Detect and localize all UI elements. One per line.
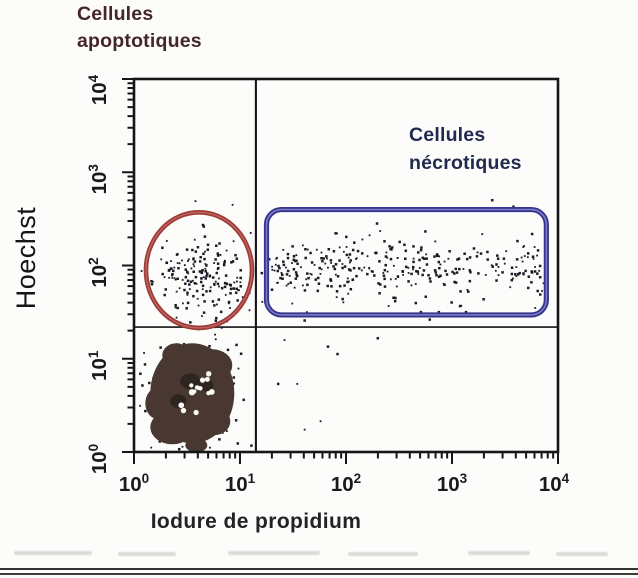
bottom-rule-top [0,568,638,570]
necrotic-label-line2: nécrotiques [409,152,522,174]
necrotic-gate-rect [263,206,549,318]
svg-text:101: 101 [86,350,111,381]
apoptotic-label-line1: Cellules [77,3,154,25]
svg-text:100: 100 [119,471,149,496]
y-axis-label: Hoechst [11,206,41,310]
apoptotic-label-line2: apoptotiques [77,30,202,52]
svg-text:103: 103 [86,164,111,195]
svg-text:102: 102 [331,471,361,496]
bottom-rule-bottom [0,573,638,575]
necrotic-gate-rect-highlight [265,208,548,316]
live-cells-blob [145,343,235,453]
svg-text:103: 103 [437,471,468,496]
svg-text:101: 101 [225,471,256,496]
necrotic-cells-label: Cellules nécrotiques [409,121,522,177]
gate-regions [143,206,549,331]
x-axis-label: Iodure de propidium [150,510,362,533]
svg-text:102: 102 [86,257,111,287]
apoptotic-gate-ellipse-highlight [145,211,253,329]
axes-frame [122,77,560,464]
svg-text:104: 104 [539,471,570,496]
svg-text:104: 104 [86,74,111,105]
svg-text:100: 100 [86,444,111,474]
apoptotic-cells-label: Cellules apoptotiques [77,1,202,55]
necrotic-label-line1: Cellules [409,124,486,146]
tick-labels: 100 101 102 103 104 100 101 102 103 104 [86,74,570,496]
